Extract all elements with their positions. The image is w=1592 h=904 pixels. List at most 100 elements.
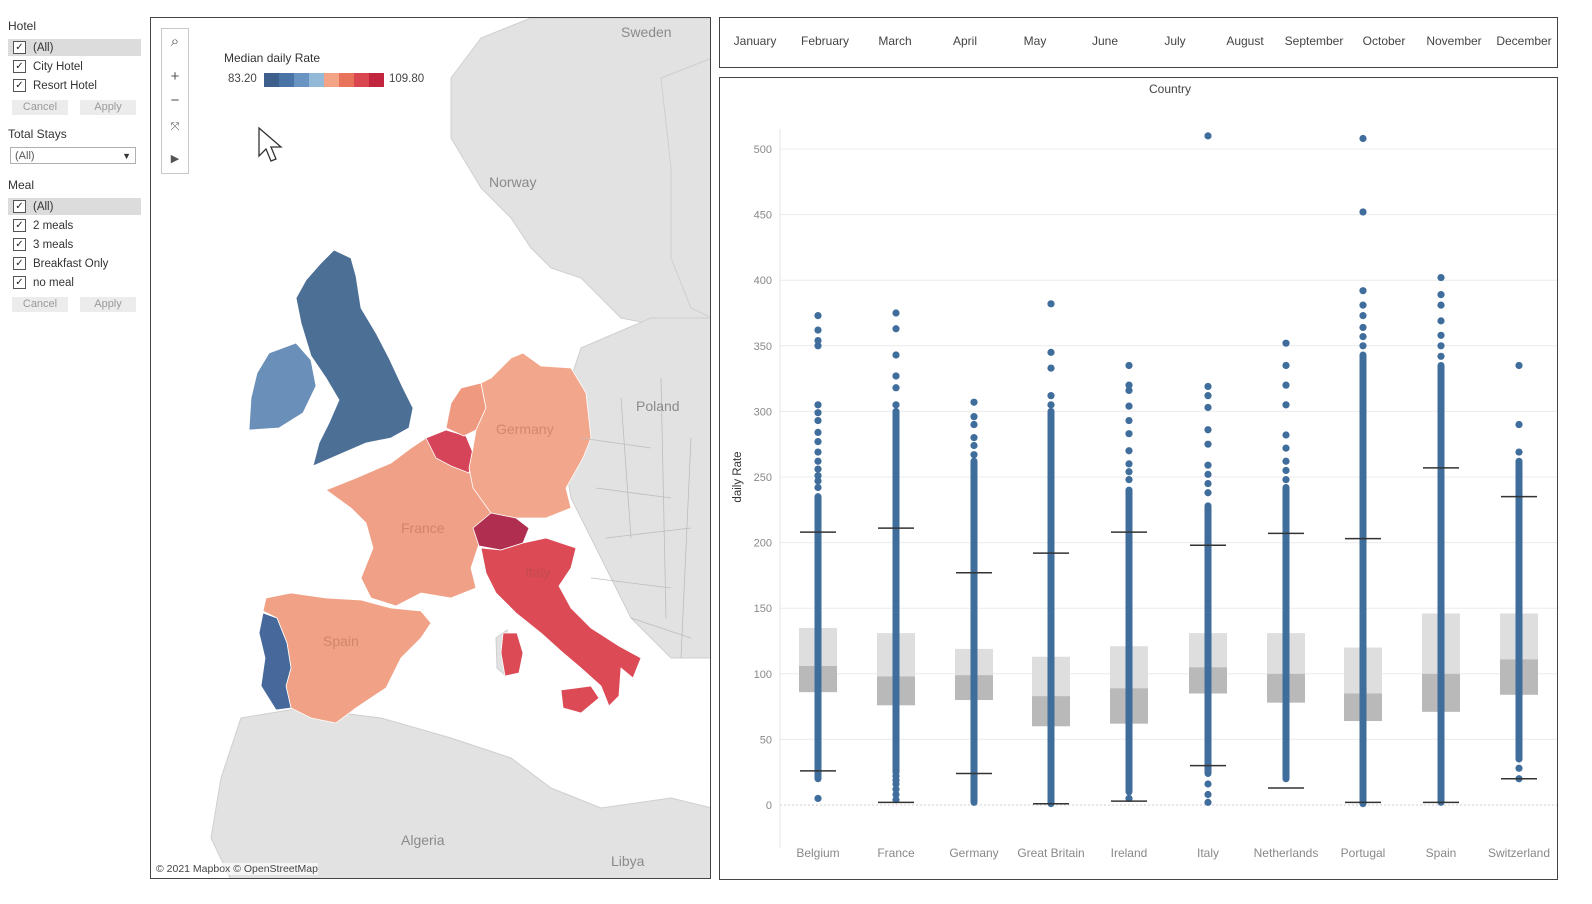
checkbox-checked-icon[interactable]: ✓ [13,219,26,232]
box-belgium[interactable] [799,312,837,803]
data-point[interactable] [1359,134,1367,143]
data-point[interactable] [1359,312,1367,320]
data-point[interactable] [1204,479,1212,488]
data-point[interactable] [892,790,900,799]
month-label-september[interactable]: September [1284,34,1344,48]
data-point[interactable] [970,441,978,450]
data-point[interactable] [892,772,900,780]
x-tick-label[interactable]: France [877,846,915,860]
data-point[interactable] [1047,348,1055,356]
meal-option-no-meal[interactable]: ✓ no meal [8,274,141,291]
data-point[interactable] [1437,317,1445,325]
data-point[interactable] [892,796,900,804]
hotel-option-all[interactable]: ✓ (All) [8,39,141,56]
data-point[interactable] [1437,291,1445,299]
meal-cancel-button[interactable]: Cancel [12,297,68,312]
hotel-option-city[interactable]: ✓ City Hotel [8,58,141,75]
meal-option-breakfast[interactable]: ✓ Breakfast Only [8,255,141,272]
checkbox-checked-icon[interactable]: ✓ [13,41,26,54]
meal-apply-button[interactable]: Apply [80,297,136,312]
data-point[interactable] [1125,476,1133,484]
boxplot-chart[interactable]: Country daily Rate 0 50 100 150 200 250 300 350 40… [720,78,1558,880]
month-label-january[interactable]: January [733,34,777,48]
data-point[interactable] [1204,790,1212,799]
data-point[interactable] [1515,361,1523,370]
data-point[interactable] [1282,361,1290,370]
data-point[interactable] [1125,381,1133,389]
data-point[interactable] [814,336,822,345]
data-point[interactable] [1204,489,1212,497]
data-point[interactable] [814,401,822,409]
data-point[interactable] [1204,470,1212,478]
box-ireland[interactable] [1110,361,1148,803]
reset-map-icon[interactable]: ⤧ [170,121,180,133]
data-point[interactable] [814,416,822,425]
data-point[interactable] [1047,401,1055,409]
data-point[interactable] [1204,461,1212,469]
zoom-out-icon[interactable]: − [170,92,180,109]
data-point[interactable] [1204,403,1212,412]
data-point[interactable] [1282,476,1290,484]
x-tick-label[interactable]: Italy [1197,846,1219,860]
data-point[interactable] [1204,798,1212,806]
data-point[interactable] [892,351,900,359]
x-tick-label[interactable]: Spain [1426,846,1457,860]
checkbox-checked-icon[interactable]: ✓ [13,60,26,73]
data-point[interactable] [1204,426,1212,434]
box-netherlands[interactable] [1267,339,1305,789]
data-point[interactable] [1282,444,1290,452]
data-point[interactable] [892,372,900,380]
data-point[interactable] [1125,361,1133,370]
data-point[interactable] [1437,301,1445,309]
data-point[interactable] [1125,468,1133,476]
data-point[interactable] [1125,460,1133,468]
month-label-july[interactable]: July [1164,34,1186,48]
data-point[interactable] [814,472,822,480]
x-tick-label[interactable]: Switzerland [1488,846,1550,860]
x-tick-label[interactable]: Netherlands [1254,846,1319,860]
data-point[interactable] [1047,392,1055,400]
data-point[interactable] [1282,457,1290,465]
country-shape-sardinia[interactable] [500,632,524,677]
data-point[interactable] [1204,132,1212,140]
data-point[interactable] [814,465,822,473]
data-point[interactable] [970,420,978,429]
box-spain[interactable] [1422,273,1460,806]
data-point[interactable] [1047,364,1055,372]
country-shape-switzerland[interactable] [472,512,530,551]
checkbox-checked-icon[interactable]: ✓ [13,276,26,289]
data-point[interactable] [1282,339,1290,347]
data-point[interactable] [814,794,822,803]
data-point[interactable] [1204,382,1212,391]
country-shape-italy[interactable] [480,537,642,707]
country-shape-sicily[interactable] [560,685,600,714]
month-label-december[interactable]: December [1496,34,1552,48]
search-icon[interactable]: ⌕ [170,33,180,50]
data-point[interactable] [1125,386,1133,395]
x-tick-label[interactable]: Great Britain [1017,846,1084,860]
data-point[interactable] [814,312,822,320]
data-point[interactable] [1282,401,1290,409]
month-label-october[interactable]: October [1362,34,1406,48]
data-point[interactable] [814,409,822,417]
data-point[interactable] [814,457,822,465]
country-shape-uk[interactable] [295,249,414,467]
x-tick-label[interactable]: Belgium [796,846,839,860]
country-shape-france[interactable] [325,437,497,607]
meal-option-3-meals[interactable]: ✓ 3 meals [8,236,141,253]
data-point[interactable] [970,398,978,406]
country-shape-germany[interactable] [468,352,592,519]
data-point[interactable] [1125,794,1133,803]
data-point[interactable] [892,325,900,333]
country-shape-ireland[interactable] [248,342,317,431]
data-point[interactable] [970,413,978,421]
expand-arrow-icon[interactable]: ▶ [170,153,180,165]
month-label-june[interactable]: June [1091,34,1119,48]
box-france[interactable] [877,309,915,804]
data-point[interactable] [1204,440,1212,448]
month-label-november[interactable]: November [1426,34,1482,48]
data-point[interactable] [970,434,978,442]
data-point[interactable] [1125,402,1133,410]
data-point[interactable] [1282,431,1290,439]
country-shape-portugal[interactable] [258,612,292,711]
